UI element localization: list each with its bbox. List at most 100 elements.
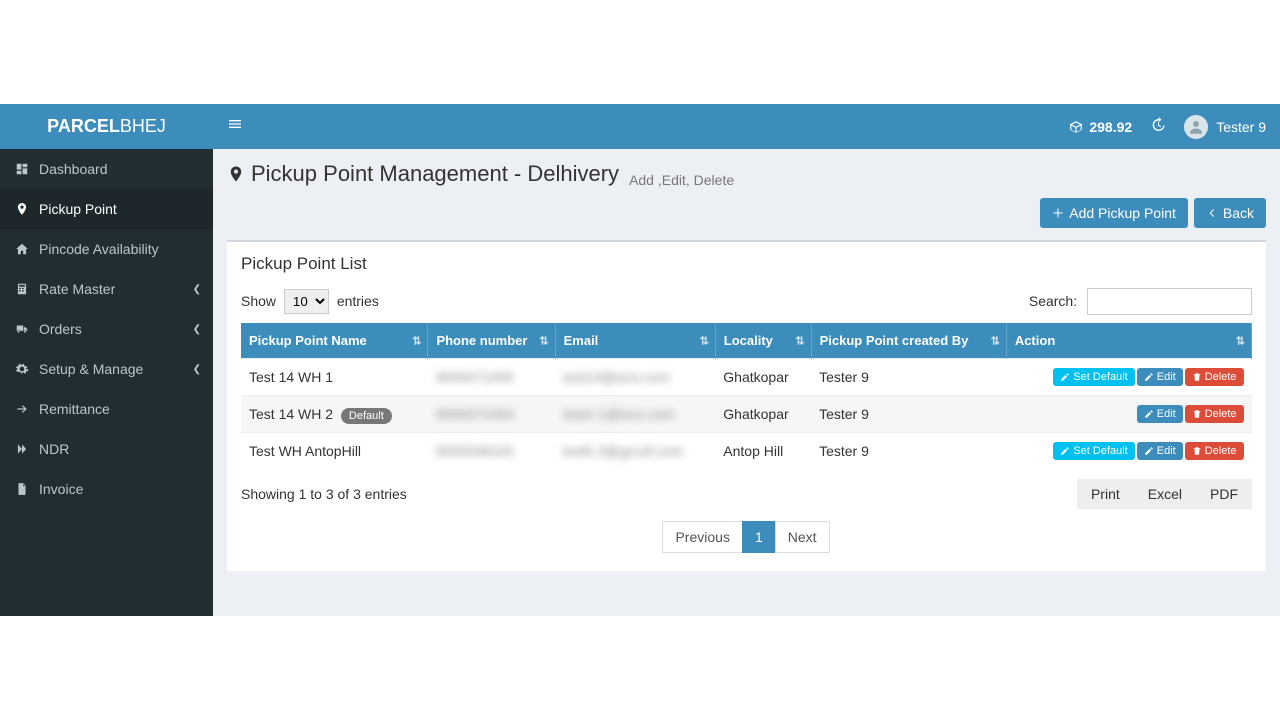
file-icon bbox=[15, 482, 29, 496]
chevron-left-icon: ❮ bbox=[193, 324, 201, 335]
sidebar-toggle-icon[interactable] bbox=[227, 116, 243, 137]
delete-button[interactable]: Delete bbox=[1185, 405, 1244, 423]
sidebar-item-dashboard[interactable]: Dashboard bbox=[0, 149, 213, 189]
sidebar-item-label: Pincode Availability bbox=[39, 241, 159, 257]
sort-icon: ⇅ bbox=[795, 334, 804, 347]
column-header[interactable]: Email⇅ bbox=[555, 323, 715, 359]
back-button[interactable]: Back bbox=[1194, 198, 1266, 228]
add-pickup-point-button[interactable]: Add Pickup Point bbox=[1040, 198, 1188, 228]
cell-name: Test 14 WH 1 bbox=[241, 359, 428, 396]
cell-created-by: Tester 9 bbox=[811, 359, 1006, 396]
export-print-button[interactable]: Print bbox=[1077, 479, 1134, 509]
default-badge: Default bbox=[341, 408, 392, 424]
sort-icon: ⇅ bbox=[412, 334, 421, 347]
column-header[interactable]: Pickup Point created By⇅ bbox=[811, 323, 1006, 359]
edit-button[interactable]: Edit bbox=[1137, 405, 1183, 423]
cell-locality: Ghatkopar bbox=[715, 359, 811, 396]
history-icon[interactable] bbox=[1150, 117, 1166, 136]
column-header[interactable]: Pickup Point Name⇅ bbox=[241, 323, 428, 359]
cell-email: testh.3@grcull.com bbox=[555, 433, 715, 470]
cell-actions: Set Default Edit Delete bbox=[1006, 433, 1251, 470]
back-arrow-icon bbox=[1206, 207, 1218, 219]
table-row: Test 14 WH 19000071000test14@wcs.comGhat… bbox=[241, 359, 1252, 396]
cell-created-by: Tester 9 bbox=[811, 433, 1006, 470]
sidebar-item-remittance[interactable]: Remittance bbox=[0, 389, 213, 429]
chevron-left-icon: ❮ bbox=[193, 284, 201, 295]
cell-email: test14@wcs.com bbox=[555, 359, 715, 396]
brand-light: BHEJ bbox=[120, 116, 166, 136]
delete-button[interactable]: Delete bbox=[1185, 442, 1244, 460]
cell-phone: 9000071004 bbox=[428, 396, 555, 433]
sidebar-item-label: NDR bbox=[39, 441, 69, 457]
cube-icon bbox=[1069, 120, 1083, 134]
sidebar-nav: Dashboard Pickup Point Pincode Availabilit… bbox=[0, 149, 213, 616]
cell-phone: 9000048100 bbox=[428, 433, 555, 470]
sidebar-item-label: Remittance bbox=[39, 401, 110, 417]
calc-icon bbox=[15, 282, 29, 296]
arrow-icon bbox=[15, 402, 29, 416]
table-row: Test WH AntopHill9000048100testh.3@grcul… bbox=[241, 433, 1252, 470]
cell-phone: 9000071000 bbox=[428, 359, 555, 396]
set-default-button[interactable]: Set Default bbox=[1053, 442, 1134, 460]
sidebar-item-pickup-point[interactable]: Pickup Point bbox=[0, 189, 213, 229]
sidebar-item-rate-master[interactable]: Rate Master ❮ bbox=[0, 269, 213, 309]
entries-length-control: Show 10 entries bbox=[241, 289, 379, 314]
edit-button[interactable]: Edit bbox=[1137, 368, 1183, 386]
home-icon bbox=[15, 242, 29, 256]
sidebar-item-label: Dashboard bbox=[39, 161, 108, 177]
page-title: Pickup Point Management - Delhivery bbox=[227, 161, 619, 187]
cell-actions: Edit Delete bbox=[1006, 396, 1251, 433]
table-info-text: Showing 1 to 3 of 3 entries bbox=[241, 486, 407, 502]
edit-button[interactable]: Edit bbox=[1137, 442, 1183, 460]
sort-icon: ⇅ bbox=[991, 334, 1000, 347]
export-excel-button[interactable]: Excel bbox=[1134, 479, 1196, 509]
set-default-button[interactable]: Set Default bbox=[1053, 368, 1134, 386]
cell-actions: Set Default Edit Delete bbox=[1006, 359, 1251, 396]
pagination-page-1[interactable]: 1 bbox=[742, 521, 776, 553]
cell-name: Test 14 WH 2 Default bbox=[241, 396, 428, 433]
sidebar-item-invoice[interactable]: Invoice bbox=[0, 469, 213, 509]
username-label: Tester 9 bbox=[1216, 119, 1266, 135]
pickup-point-table: Pickup Point Name⇅Phone number⇅Email⇅Loc… bbox=[241, 323, 1252, 469]
cell-locality: Antop Hill bbox=[715, 433, 811, 470]
page-subtitle: Add ,Edit, Delete bbox=[629, 172, 734, 188]
column-header[interactable]: Phone number⇅ bbox=[428, 323, 555, 359]
column-header[interactable]: Locality⇅ bbox=[715, 323, 811, 359]
pickup-point-panel: Pickup Point List Show 10 entries Search… bbox=[227, 240, 1266, 571]
sort-icon: ⇅ bbox=[700, 334, 709, 347]
avatar-icon bbox=[1184, 115, 1208, 139]
main-content: Pickup Point Management - Delhivery Add … bbox=[213, 149, 1280, 616]
delete-button[interactable]: Delete bbox=[1185, 368, 1244, 386]
pagination-prev[interactable]: Previous bbox=[662, 521, 742, 553]
sidebar-item-orders[interactable]: Orders❮ bbox=[0, 309, 213, 349]
truck-icon bbox=[15, 322, 29, 336]
balance-amount: 298.92 bbox=[1089, 119, 1132, 135]
sidebar-item-setup-manage[interactable]: Setup & Manage❮ bbox=[0, 349, 213, 389]
sidebar-item-label: Rate Master bbox=[39, 281, 115, 297]
sidebar-item-label: Pickup Point bbox=[39, 201, 117, 217]
pagination-next[interactable]: Next bbox=[775, 521, 830, 553]
entries-select[interactable]: 10 bbox=[284, 289, 329, 314]
pagination: Previous 1 Next bbox=[241, 521, 1252, 553]
cell-created-by: Tester 9 bbox=[811, 396, 1006, 433]
forward-icon bbox=[15, 442, 29, 456]
brand-logo[interactable]: PARCELBHEJ bbox=[0, 104, 213, 149]
sidebar-item-pincode-availability[interactable]: Pincode Availability bbox=[0, 229, 213, 269]
cogs-icon bbox=[15, 362, 29, 376]
marker-icon bbox=[227, 163, 245, 185]
table-row: Test 14 WH 2 Default9000071004testrr.1@w… bbox=[241, 396, 1252, 433]
cell-name: Test WH AntopHill bbox=[241, 433, 428, 470]
export-pdf-button[interactable]: PDF bbox=[1196, 479, 1252, 509]
wallet-balance[interactable]: 298.92 bbox=[1069, 119, 1132, 135]
cell-locality: Ghatkopar bbox=[715, 396, 811, 433]
user-menu[interactable]: Tester 9 bbox=[1184, 115, 1266, 139]
top-nav-bar: PARCELBHEJ 298.92 Tester 9 bbox=[0, 104, 1280, 149]
column-header[interactable]: Action⇅ bbox=[1006, 323, 1251, 359]
sidebar-item-label: Setup & Manage bbox=[39, 361, 143, 377]
brand-bold: PARCEL bbox=[47, 116, 120, 136]
sidebar-item-label: Invoice bbox=[39, 481, 83, 497]
table-search: Search: bbox=[1029, 288, 1252, 315]
search-input[interactable] bbox=[1087, 288, 1252, 315]
plus-icon bbox=[1052, 207, 1064, 219]
sidebar-item-ndr[interactable]: NDR bbox=[0, 429, 213, 469]
